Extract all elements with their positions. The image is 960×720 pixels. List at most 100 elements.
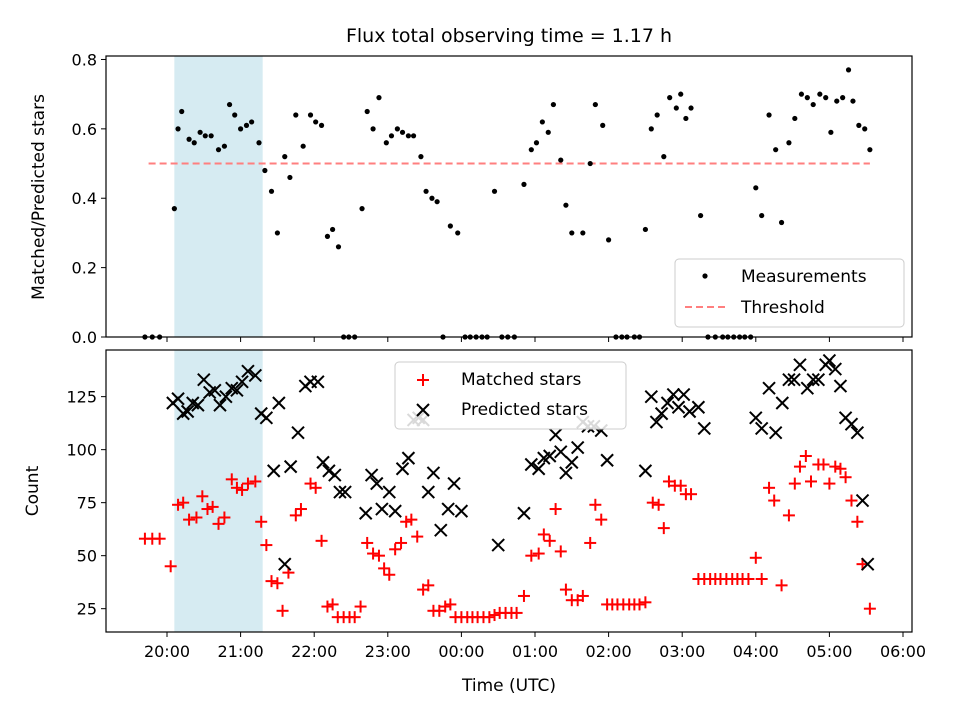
matched-star-point xyxy=(241,477,254,490)
measurement-point xyxy=(383,140,389,146)
predicted-star-point xyxy=(793,358,807,372)
measurement-point xyxy=(394,126,400,132)
measurement-point xyxy=(798,91,805,97)
predicted-star-point xyxy=(806,372,820,387)
predicted-star-point xyxy=(855,493,870,508)
predicted-star-point xyxy=(565,455,579,470)
predicted-star-point xyxy=(213,398,227,412)
matched-star-point xyxy=(755,572,768,585)
chart-title: Flux total observing time = 1.17 h xyxy=(346,25,672,47)
measurement-point xyxy=(648,126,654,132)
bottom-y-tick-label: 100 xyxy=(66,441,97,460)
predicted-star-point xyxy=(697,421,711,436)
predicted-star-point xyxy=(230,383,244,397)
bottom-x-tick-label: 06:00 xyxy=(880,642,926,661)
measurement-point xyxy=(759,212,765,219)
matched-star-point xyxy=(576,589,589,602)
measurement-point xyxy=(845,67,852,73)
top-x-ticks xyxy=(166,337,904,342)
measurement-point xyxy=(313,119,319,125)
matched-star-point xyxy=(823,477,836,490)
matched-star-point xyxy=(225,473,238,486)
predicted-star-point xyxy=(600,453,614,467)
matched-star-point xyxy=(196,490,209,503)
measurement-point xyxy=(282,154,288,160)
matched-star-point xyxy=(657,522,670,535)
predicted-star-point xyxy=(491,538,505,552)
matched-star-point xyxy=(309,481,322,494)
matched-star-point xyxy=(805,475,817,488)
bottom-x-tick-label: 22:00 xyxy=(291,642,337,661)
measurement-point xyxy=(600,122,606,128)
x-axis-label: Time (UTC) xyxy=(461,676,556,696)
measurement-point xyxy=(773,147,779,153)
matched-star-point xyxy=(439,600,452,613)
measurement-point xyxy=(539,119,545,125)
matched-star-point xyxy=(674,479,687,492)
predicted-star-point xyxy=(364,468,379,482)
matched-star-point xyxy=(395,536,408,549)
predicted-star-point xyxy=(644,389,658,404)
predicted-star-point xyxy=(338,485,352,499)
measurement-point xyxy=(376,95,382,101)
matched-star-point xyxy=(326,598,339,611)
matched-star-point xyxy=(845,494,858,507)
measurement-point xyxy=(455,230,461,236)
matched-star-point xyxy=(768,494,781,507)
matched-star-point xyxy=(190,511,203,524)
measurement-point xyxy=(533,140,540,146)
measurement-point xyxy=(558,157,564,163)
top-y-tick-label: 0.0 xyxy=(72,328,97,347)
matched-star-point xyxy=(315,534,328,547)
matched-star-point xyxy=(294,503,307,516)
matched-star-point xyxy=(483,611,496,624)
predicted-star-point xyxy=(822,353,837,368)
predicted-star-point xyxy=(191,398,205,412)
matched-star-point xyxy=(646,496,659,509)
bottom-x-tick-label: 03:00 xyxy=(659,642,705,661)
matched-star-point xyxy=(260,539,273,552)
predicted-star-point xyxy=(543,449,557,463)
predicted-star-point xyxy=(691,400,706,414)
predicted-star-point xyxy=(447,476,461,491)
predicted-star-point xyxy=(660,396,675,410)
top-y-tick-label: 0.4 xyxy=(72,189,97,208)
measurement-point xyxy=(410,133,417,139)
matched-star-point xyxy=(383,568,396,581)
measurement-point xyxy=(810,101,816,108)
measurement-point xyxy=(202,133,208,139)
bottom-x-tick-label: 02:00 xyxy=(586,642,632,661)
matched-star-point xyxy=(788,477,801,490)
measurement-point xyxy=(587,160,593,167)
measurement-point xyxy=(405,133,412,139)
predicted-star-point xyxy=(524,457,539,472)
measurement-point xyxy=(661,154,667,160)
measurement-point xyxy=(268,188,275,194)
matched-star-point xyxy=(411,530,424,543)
predicted-star-point xyxy=(359,506,373,520)
predicted-star-point xyxy=(388,504,402,518)
matched-star-point xyxy=(348,611,361,624)
matched-star-point xyxy=(537,528,550,541)
matched-star-point xyxy=(177,496,190,509)
matched-star-point xyxy=(749,551,762,564)
matched-star-point xyxy=(633,598,646,611)
measurement-point xyxy=(186,136,192,142)
measurement-point xyxy=(330,226,336,233)
matched-star-point xyxy=(863,602,876,615)
measurement-point xyxy=(817,91,823,97)
measurement-point xyxy=(197,129,203,135)
predicted-star-point xyxy=(235,375,249,389)
measurement-point xyxy=(778,219,785,226)
top-panel: 0.00.20.40.60.8 Matched/Predicted stars … xyxy=(29,50,913,347)
matched-star-point xyxy=(218,511,231,524)
predicted-star-point xyxy=(219,389,233,404)
predicted-star-point xyxy=(171,392,185,406)
bottom-x-ticks: 20:00 21:00 22:00 23:00 00:00 01:00 02:00 03:00… xyxy=(144,632,926,661)
matched-star-point xyxy=(834,462,847,475)
measurement-point xyxy=(324,233,331,239)
bottom-x-tick-label: 23:00 xyxy=(365,642,411,661)
legend-matched-label: Matched stars xyxy=(461,370,581,390)
predicted-star-point xyxy=(316,455,330,470)
measurement-point xyxy=(550,101,557,108)
